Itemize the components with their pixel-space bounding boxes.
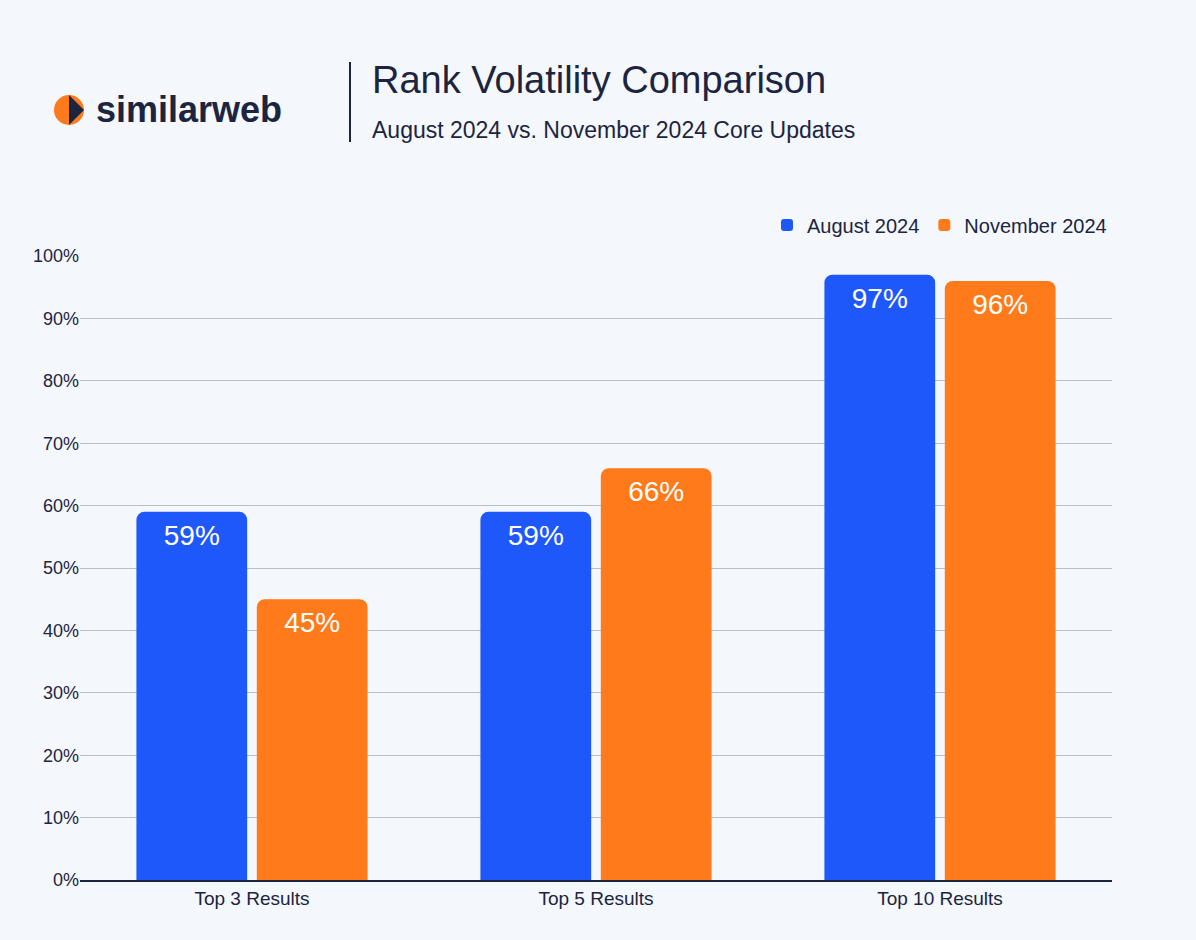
svg-text:96%: 96% bbox=[972, 289, 1028, 320]
svg-text:Top 10 Results: Top 10 Results bbox=[877, 888, 1003, 909]
svg-text:40%: 40% bbox=[43, 621, 79, 641]
svg-text:similarweb: similarweb bbox=[96, 89, 282, 130]
svg-text:November 2024: November 2024 bbox=[964, 215, 1106, 237]
svg-text:66%: 66% bbox=[628, 476, 684, 507]
svg-text:August 2024: August 2024 bbox=[807, 215, 919, 237]
svg-text:100%: 100% bbox=[33, 246, 79, 266]
svg-text:59%: 59% bbox=[508, 520, 564, 551]
svg-text:45%: 45% bbox=[284, 607, 340, 638]
svg-text:30%: 30% bbox=[43, 683, 79, 703]
svg-text:60%: 60% bbox=[43, 496, 79, 516]
svg-text:80%: 80% bbox=[43, 371, 79, 391]
svg-text:97%: 97% bbox=[852, 283, 908, 314]
svg-text:Top 5 Results: Top 5 Results bbox=[538, 888, 653, 909]
svg-text:70%: 70% bbox=[43, 434, 79, 454]
svg-text:Rank Volatility Comparison: Rank Volatility Comparison bbox=[372, 59, 826, 101]
svg-text:50%: 50% bbox=[43, 558, 79, 578]
svg-text:20%: 20% bbox=[43, 746, 79, 766]
svg-text:10%: 10% bbox=[43, 808, 79, 828]
svg-text:0%: 0% bbox=[53, 870, 79, 890]
svg-text:59%: 59% bbox=[164, 520, 220, 551]
svg-text:Top 3 Results: Top 3 Results bbox=[194, 888, 309, 909]
svg-text:90%: 90% bbox=[43, 309, 79, 329]
svg-text:August 2024 vs. November 2024: August 2024 vs. November 2024 Core Updat… bbox=[372, 117, 855, 143]
